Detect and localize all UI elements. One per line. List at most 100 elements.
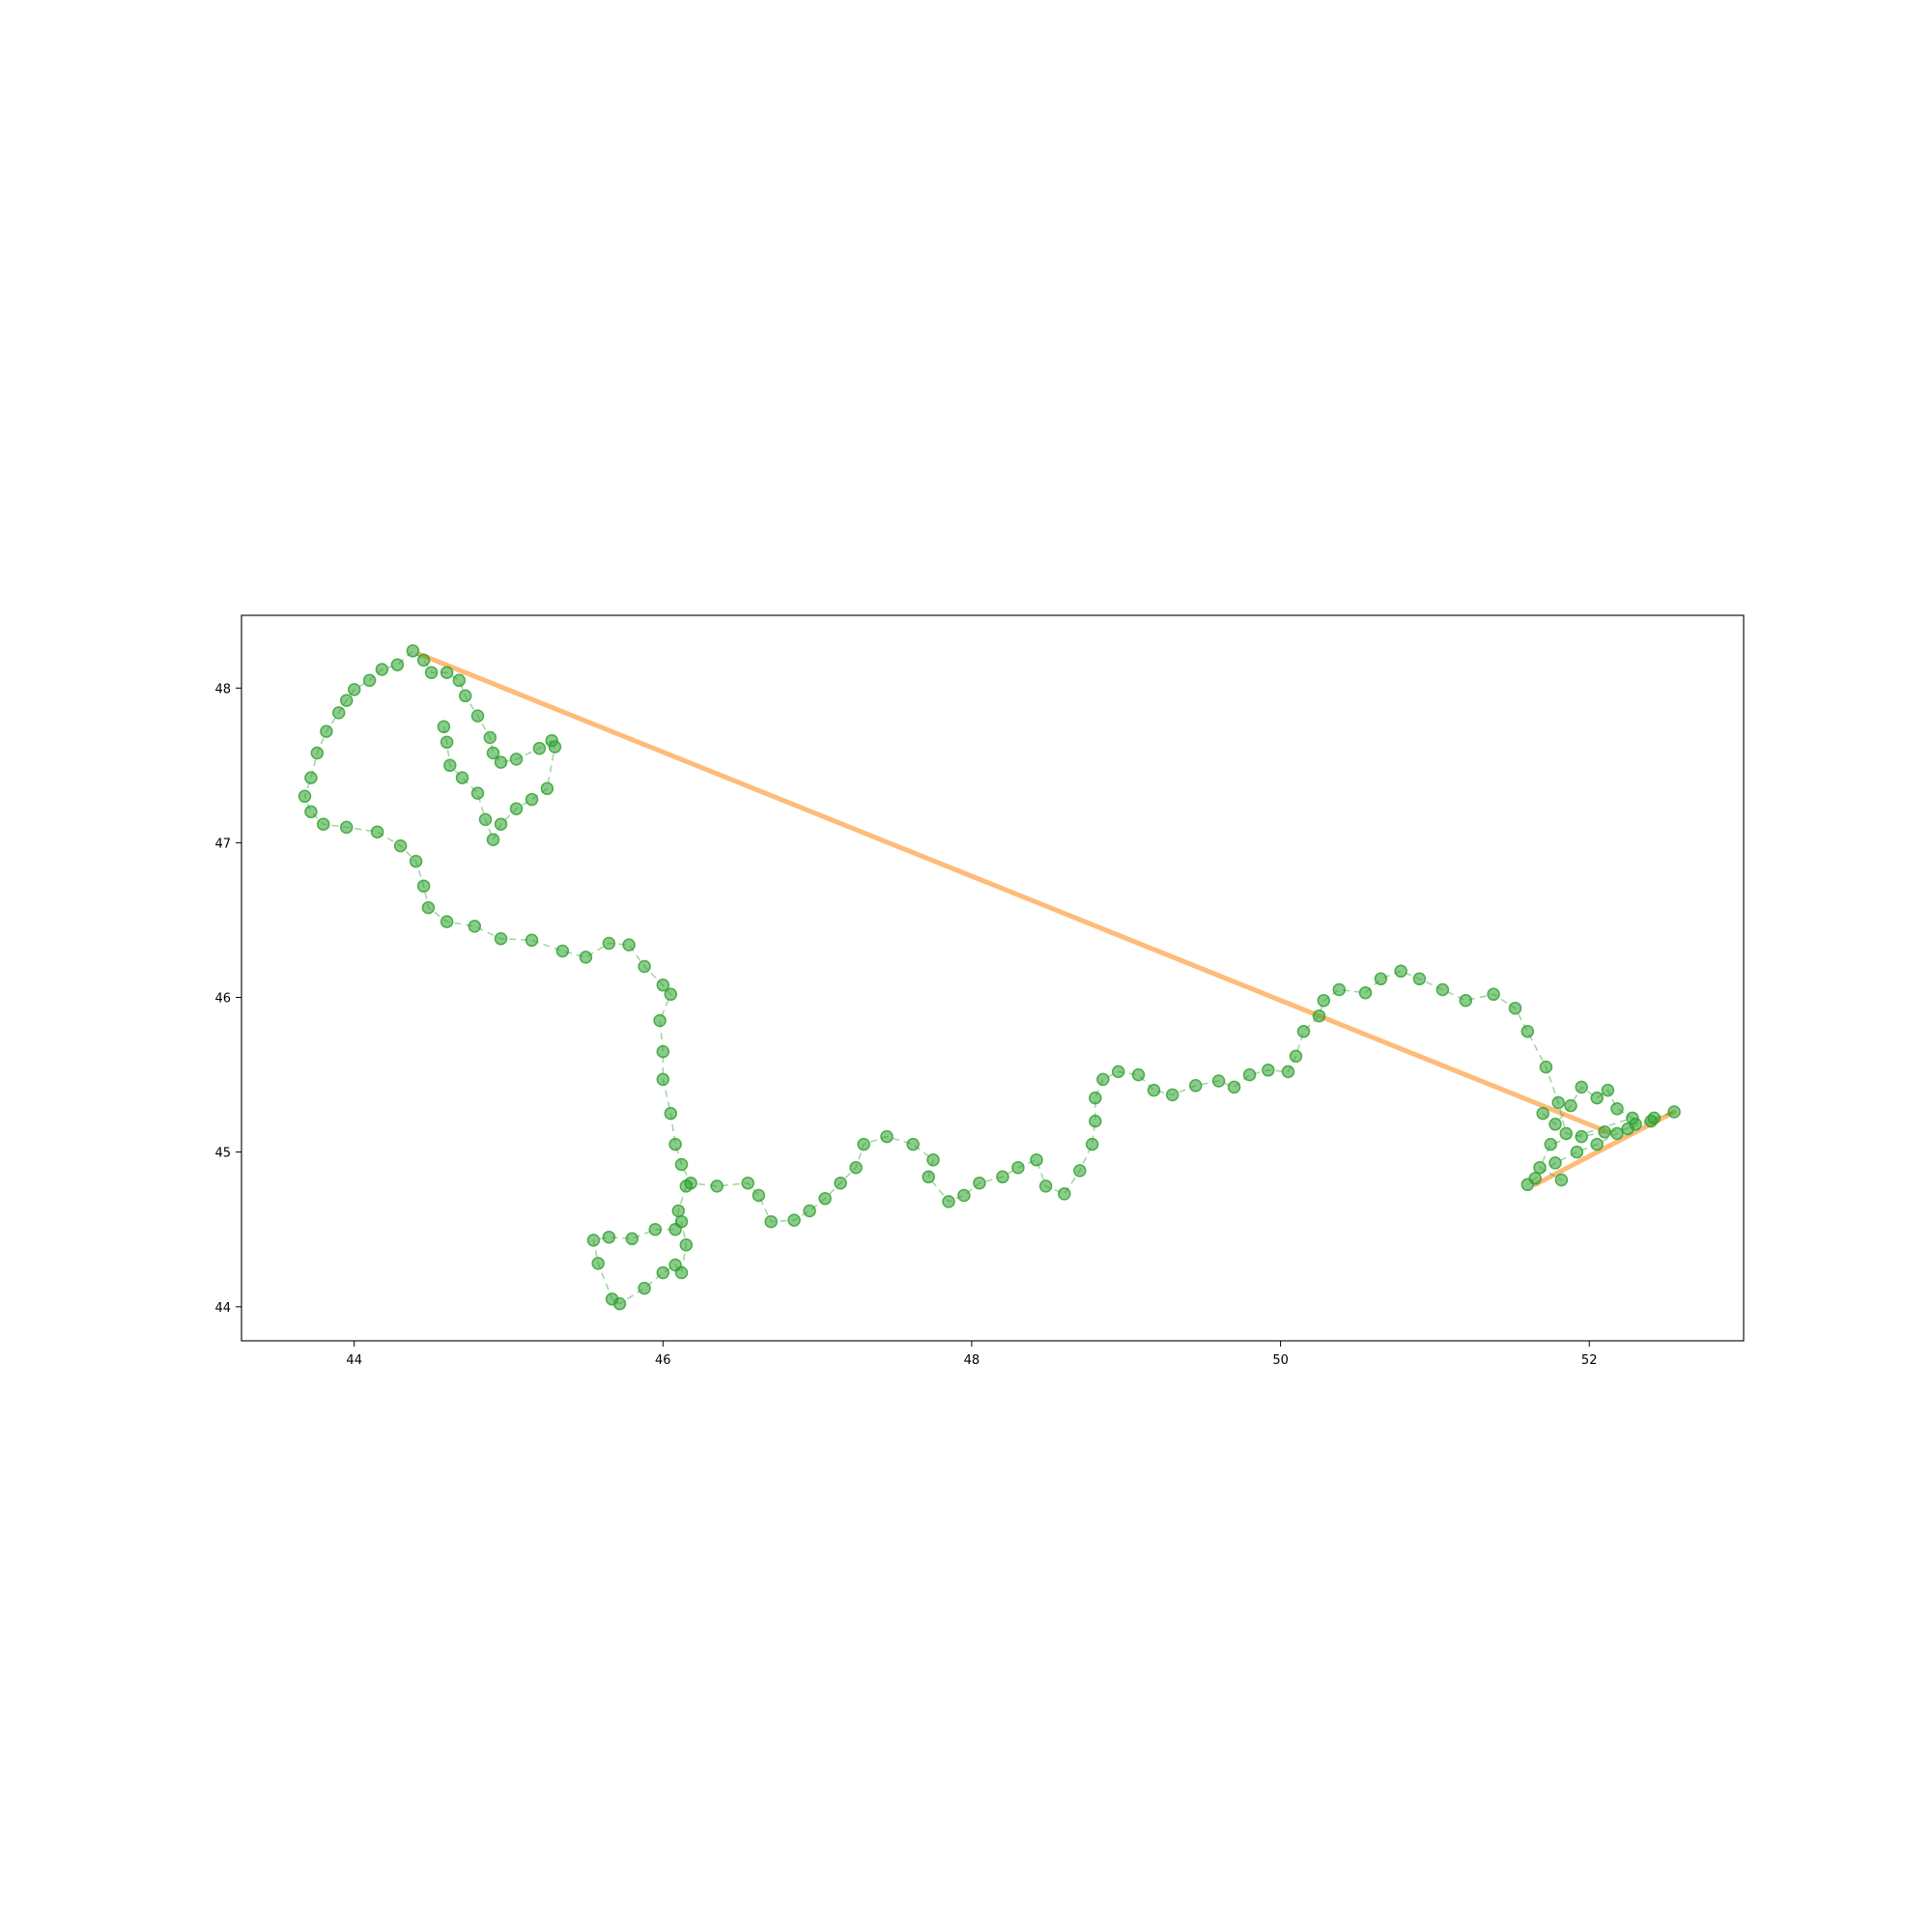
data-point [339,820,354,835]
data-point [906,1137,920,1151]
data-point [926,1152,940,1167]
x-tick-label: 48 [964,1353,980,1368]
data-point [1575,1080,1588,1094]
data-point [1610,1102,1624,1116]
data-point [625,1232,639,1246]
data-point [679,1237,694,1252]
data-point [1394,964,1407,979]
data-point [458,689,472,703]
data-point [370,825,384,838]
y-axis: 44 45 46 47 48 [214,682,242,1316]
data-point [818,1191,832,1206]
data-point [486,833,500,846]
data-point [1262,1064,1275,1077]
data-point [664,987,678,1002]
data-point [1038,1179,1053,1193]
data-point [443,758,457,773]
data-point [1487,987,1500,1002]
data-point [764,1214,778,1229]
data-point [1211,1074,1226,1088]
data-point [421,900,436,915]
data-point [540,781,554,796]
data-point [1590,1137,1604,1151]
data-point [656,1044,670,1059]
data-point [532,741,547,755]
data-point [922,1170,935,1184]
data-point [834,1176,847,1190]
data-point [1544,1137,1557,1151]
data-point [486,746,500,760]
data-point [1559,1126,1573,1141]
data-point [668,1137,682,1151]
y-tick-label: 45 [214,1147,231,1161]
data-point [1590,1091,1604,1105]
data-point [710,1179,724,1193]
data-point [1520,1178,1535,1192]
data-point [1358,985,1373,1000]
plot-area [298,644,1681,1311]
data-point [483,730,497,745]
data-point [679,1179,694,1193]
data-point [375,663,389,676]
data-point [1570,1145,1584,1159]
data-point [602,1230,616,1244]
data-point [656,1072,670,1087]
data-point [674,1157,689,1172]
data-point [1575,1129,1588,1144]
data-point [957,1188,971,1203]
data-point [393,838,408,853]
data-point [656,978,670,992]
data-point [424,666,439,679]
data-point [1332,982,1347,997]
data-point [1058,1187,1071,1201]
data-point [1564,1098,1577,1113]
y-tick-label: 44 [214,1301,231,1316]
data-point [440,735,454,750]
data-point [525,792,539,807]
data-point [1536,1106,1549,1121]
data-point [509,753,524,766]
data-point [1548,1118,1562,1131]
data-point [674,1265,689,1280]
data-point [1459,993,1473,1008]
data-point [653,1013,667,1028]
data-point [741,1176,754,1190]
data-point [996,1170,1009,1184]
data-point [1188,1079,1203,1093]
data-point [880,1129,894,1144]
data-point [602,936,616,951]
data-point [470,786,485,800]
straight-line [416,651,1610,1135]
data-point [648,1222,663,1236]
data-point [362,673,377,688]
data-point [470,709,485,723]
data-point [1647,1111,1662,1125]
data-point [316,817,330,831]
data-point [298,789,312,804]
data-point [656,1265,670,1280]
data-point [1508,1001,1522,1015]
data-point [1533,1160,1547,1175]
data-point [671,1204,686,1218]
data-point [1030,1152,1043,1167]
data-point [555,944,570,958]
series-3 [586,1179,694,1311]
data-point [752,1188,766,1203]
data-point [304,805,318,819]
data-point [1539,1060,1553,1074]
data-point [1520,1024,1535,1038]
x-axis: 44 46 48 50 52 [346,1341,1597,1368]
data-point [803,1204,816,1218]
data-point [494,931,508,946]
data-point [1548,1156,1562,1170]
data-point [455,771,469,784]
data-point [638,1281,651,1295]
data-point [409,854,423,868]
data-point [1096,1072,1110,1087]
series-5 [1533,1080,1639,1187]
data-point [304,771,318,784]
data-point [478,812,493,827]
data-point [586,1234,601,1247]
x-tick-label: 50 [1272,1353,1289,1368]
